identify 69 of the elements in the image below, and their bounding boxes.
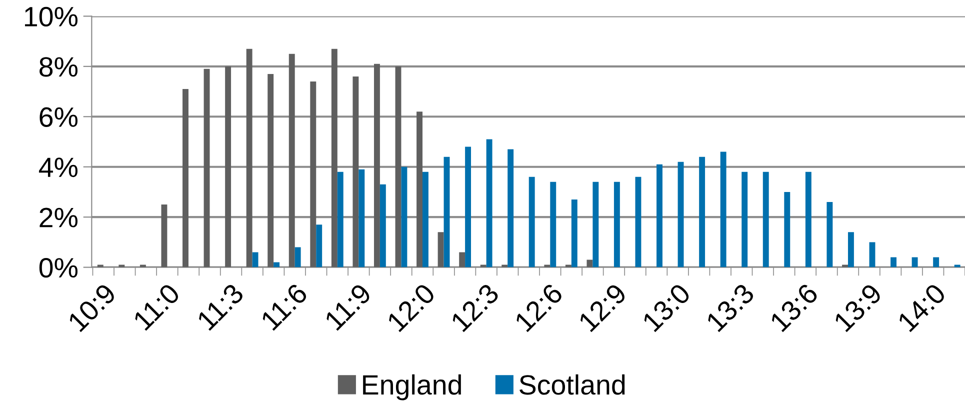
bar (869, 242, 876, 268)
bar (571, 200, 578, 268)
bar (374, 64, 380, 268)
bar (486, 139, 492, 268)
x-tick-label: 11:0 (132, 282, 181, 331)
bar (586, 260, 593, 268)
bar (784, 192, 790, 268)
bar (204, 68, 210, 268)
x-tick-label: 13:0 (642, 282, 692, 332)
x-tick-label: 11:6 (260, 282, 308, 331)
bar (848, 232, 854, 268)
bar (416, 112, 422, 268)
bar (246, 48, 252, 268)
bar (678, 162, 684, 268)
bar (268, 74, 274, 268)
bar (444, 156, 450, 268)
y-tick-label: 10% (25, 6, 78, 27)
bar (401, 166, 408, 268)
bar (656, 164, 662, 268)
bar (933, 257, 940, 268)
bar (459, 252, 466, 268)
x-tick-label: 12:3 (450, 282, 500, 332)
bar (912, 257, 918, 268)
x-tick-label: 10:9 (67, 282, 117, 332)
bar (805, 172, 812, 268)
bar (352, 76, 359, 268)
x-tick-label: 14:0 (896, 282, 947, 332)
bar (508, 149, 514, 268)
x-tick-label: 12:0 (386, 282, 436, 332)
bar (826, 202, 833, 268)
legend-label: Scotland (520, 374, 625, 395)
bar (161, 204, 168, 268)
bar (742, 172, 748, 268)
bar (358, 169, 365, 268)
bar (331, 48, 338, 268)
bar (225, 66, 232, 268)
bar (252, 252, 258, 268)
bar (528, 176, 535, 268)
bar (550, 182, 556, 268)
x-tick-label: 12:9 (578, 282, 628, 332)
bar (316, 224, 322, 268)
bar (720, 152, 726, 268)
y-tick-label: 6% (40, 107, 78, 127)
bar (310, 81, 316, 268)
y-tick-label: 8% (40, 57, 78, 77)
bar (762, 172, 769, 268)
bar (465, 146, 471, 268)
y-tick-label: 4% (38, 158, 78, 178)
bar (438, 232, 444, 268)
bar (699, 156, 706, 268)
bar (395, 66, 402, 268)
bar (890, 257, 896, 268)
bar (635, 176, 642, 268)
legend-label: England (363, 374, 461, 400)
y-tick-label: 2% (40, 208, 78, 228)
bar (614, 182, 620, 268)
x-tick-label: 11:9 (324, 282, 372, 331)
bar (288, 54, 295, 268)
bar (294, 247, 301, 268)
x-tick-label: 13:3 (705, 282, 756, 332)
bar (274, 262, 280, 268)
bar (337, 172, 344, 268)
bar (422, 172, 428, 268)
bar (380, 184, 386, 268)
bar (182, 89, 188, 268)
x-tick-label: 13:9 (833, 282, 883, 332)
bar (592, 182, 599, 268)
x-tick-label: 11:3 (196, 282, 245, 331)
y-tick-label: 0% (39, 258, 78, 278)
